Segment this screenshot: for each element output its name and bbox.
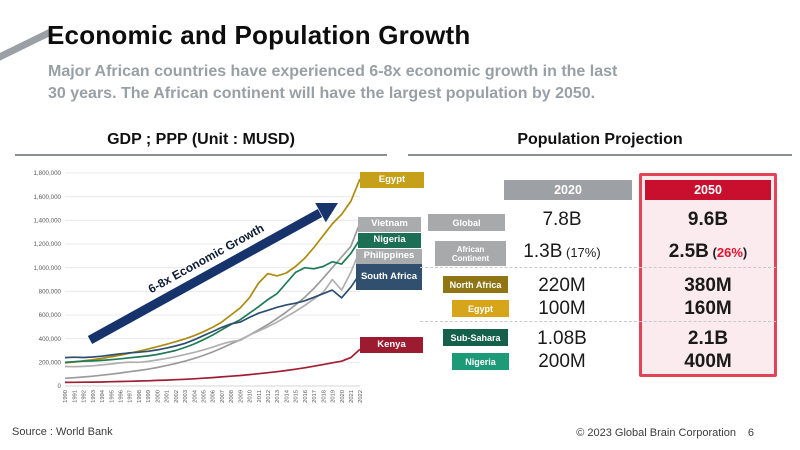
line-south-africa xyxy=(64,273,361,359)
svg-text:600,000: 600,000 xyxy=(39,312,62,319)
svg-text:2014: 2014 xyxy=(284,389,290,403)
svg-text:2016: 2016 xyxy=(303,390,309,403)
svg-text:1997: 1997 xyxy=(128,390,134,403)
svg-text:2020: 2020 xyxy=(340,390,346,403)
gdp-section-title: GDP ; PPP (Unit : MUSD) xyxy=(15,131,387,156)
svg-text:2006: 2006 xyxy=(211,390,217,403)
population-section-title: Population Projection xyxy=(408,131,792,156)
page-subtitle: Major African countries have experienced… xyxy=(48,61,617,105)
svg-text:2000: 2000 xyxy=(155,390,161,403)
svg-text:1,800,000: 1,800,000 xyxy=(33,170,61,177)
svg-text:2021: 2021 xyxy=(349,390,355,403)
svg-text:2018: 2018 xyxy=(321,390,327,403)
svg-text:2008: 2008 xyxy=(229,390,235,403)
subtitle-line-2: 30 years. The African continent will hav… xyxy=(48,85,596,102)
chart-label-south-africa: South Africa xyxy=(356,264,422,290)
svg-text:2002: 2002 xyxy=(174,390,180,403)
gdp-line-chart: 0 200,000 400,000 600,000 800,000 1,000,000 1,… xyxy=(33,170,364,403)
dotted-separator-1 xyxy=(420,267,776,268)
growth-annotation-text: 6-8x Economic Growth xyxy=(146,221,267,296)
corner-slash-decoration xyxy=(0,28,53,63)
value-2020-african-continent: 1.3B (17%) xyxy=(523,241,601,262)
chart-label-kenya: Kenya xyxy=(360,337,423,353)
svg-text:2012: 2012 xyxy=(266,390,272,403)
growth-arrow: 6-8x Economic Growth xyxy=(87,203,338,344)
line-nigeria xyxy=(64,238,361,364)
page-title: Economic and Population Growth xyxy=(47,20,471,50)
series-lines xyxy=(64,178,361,384)
svg-text:1,400,000: 1,400,000 xyxy=(33,218,61,225)
page-number: 6 xyxy=(747,427,754,439)
value-2050-north-africa: 380M xyxy=(684,275,732,296)
row-badge-sub-sahara: Sub-Sahara xyxy=(443,329,508,346)
svg-text:2009: 2009 xyxy=(238,390,244,403)
value-2050-egypt: 160M xyxy=(684,298,732,319)
svg-text:1990: 1990 xyxy=(63,390,69,403)
svg-text:2007: 2007 xyxy=(220,390,226,403)
value-2050-sub-sahara: 2.1B xyxy=(687,328,729,349)
subtitle-line-1: Major African countries have experienced… xyxy=(48,63,618,80)
row-badge-global: Global xyxy=(428,214,505,231)
svg-text:1992: 1992 xyxy=(82,390,88,403)
svg-text:1991: 1991 xyxy=(72,390,78,403)
x-axis-labels: 1990 1991 1992 1993 1994 1995 1996 1997 1998 1999… xyxy=(63,389,364,403)
svg-text:2001: 2001 xyxy=(165,390,171,403)
svg-text:0: 0 xyxy=(58,383,62,390)
svg-text:2013: 2013 xyxy=(275,390,281,403)
svg-text:2022: 2022 xyxy=(358,390,364,403)
source-note: Source : World Bank xyxy=(12,426,113,438)
svg-text:2005: 2005 xyxy=(202,390,208,403)
gridlines xyxy=(65,172,360,387)
chart-label-philippines: Philippines xyxy=(356,249,422,264)
svg-text:2003: 2003 xyxy=(183,390,189,403)
value-2050-nigeria: 400M xyxy=(684,351,732,372)
svg-text:2019: 2019 xyxy=(331,390,337,403)
column-header-2050: 2050 xyxy=(645,180,771,200)
y-axis-labels: 0 200,000 400,000 600,000 800,000 1,000,000 1,… xyxy=(33,170,61,390)
svg-text:2010: 2010 xyxy=(248,390,254,403)
value-2020-egypt: 100M xyxy=(538,298,586,319)
svg-text:1,200,000: 1,200,000 xyxy=(33,241,61,248)
row-badge-nigeria: Nigeria xyxy=(452,353,509,370)
highlight-2050-box xyxy=(639,173,777,377)
line-philippines xyxy=(64,249,361,368)
svg-text:2017: 2017 xyxy=(312,390,318,403)
dotted-separator-2 xyxy=(420,321,776,322)
value-2020-sub-sahara: 1.08B xyxy=(537,328,587,349)
column-header-2020: 2020 xyxy=(504,180,632,200)
value-2050-african-continent: 2.5B (26%) xyxy=(668,241,748,262)
svg-text:1998: 1998 xyxy=(137,390,143,403)
chart-label-egypt: Egypt xyxy=(360,172,424,188)
line-kenya xyxy=(64,348,361,384)
row-badge-egypt: Egypt xyxy=(452,300,509,317)
svg-text:800,000: 800,000 xyxy=(39,289,62,296)
row-badge-african-continent: African Continent xyxy=(435,241,506,266)
value-2020-north-africa: 220M xyxy=(538,275,586,296)
svg-text:1994: 1994 xyxy=(100,389,106,403)
svg-text:2015: 2015 xyxy=(294,390,300,403)
svg-text:400,000: 400,000 xyxy=(39,336,62,343)
line-vietnam xyxy=(64,222,361,380)
row-badge-north-africa: North Africa xyxy=(443,276,508,293)
svg-text:1,000,000: 1,000,000 xyxy=(33,265,61,272)
chart-label-vietnam: Vietnam xyxy=(358,217,421,232)
line-egypt xyxy=(64,178,361,364)
svg-text:2004: 2004 xyxy=(192,389,198,403)
svg-text:1996: 1996 xyxy=(119,390,125,403)
svg-text:200,000: 200,000 xyxy=(39,360,62,367)
value-2020-global: 7.8B xyxy=(542,209,582,230)
copyright-note: © 2023 Global Brain Corporation xyxy=(576,427,736,439)
value-2050-global: 9.6B xyxy=(687,209,729,230)
svg-text:1995: 1995 xyxy=(109,390,115,403)
chart-label-nigeria: Nigeria xyxy=(358,233,421,248)
svg-text:2011: 2011 xyxy=(257,390,263,402)
value-2020-nigeria: 200M xyxy=(538,351,586,372)
svg-text:1999: 1999 xyxy=(146,390,152,403)
svg-text:1993: 1993 xyxy=(91,390,97,403)
svg-text:1,600,000: 1,600,000 xyxy=(33,194,61,201)
